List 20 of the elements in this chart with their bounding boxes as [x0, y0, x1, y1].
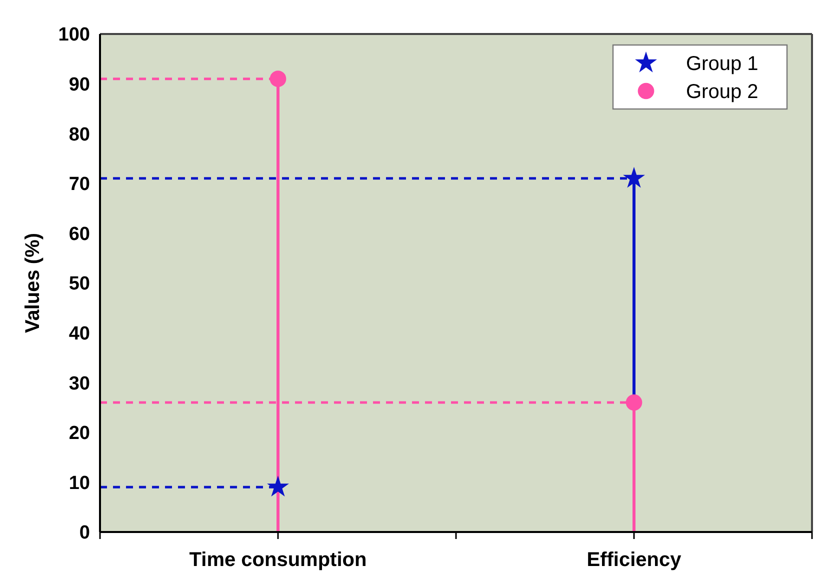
y-tick-label: 10	[68, 472, 90, 494]
y-tick-label: 70	[68, 174, 90, 196]
y-tick-label: 90	[68, 74, 90, 96]
point	[626, 394, 642, 411]
x-tick-label: Efficiency	[586, 549, 682, 571]
y-tick-label: 50	[68, 274, 90, 295]
y-axis-title: Values (%)	[22, 232, 44, 334]
y-tick-label: 80	[68, 124, 90, 146]
legend-label: Group 2	[686, 81, 758, 103]
y-tick-label: 100	[58, 24, 90, 46]
x-tick-label: Time consumption	[189, 549, 367, 571]
y-tick-label: 60	[68, 224, 90, 245]
y-tick-label: 20	[68, 423, 90, 444]
y-tick-label: 30	[68, 373, 90, 394]
y-tick-label: 40	[68, 323, 90, 344]
point	[270, 70, 286, 87]
y-tick-label: 0	[79, 522, 90, 544]
legend-label: Group 1	[686, 53, 758, 75]
point	[623, 166, 645, 188]
point	[267, 476, 289, 497]
